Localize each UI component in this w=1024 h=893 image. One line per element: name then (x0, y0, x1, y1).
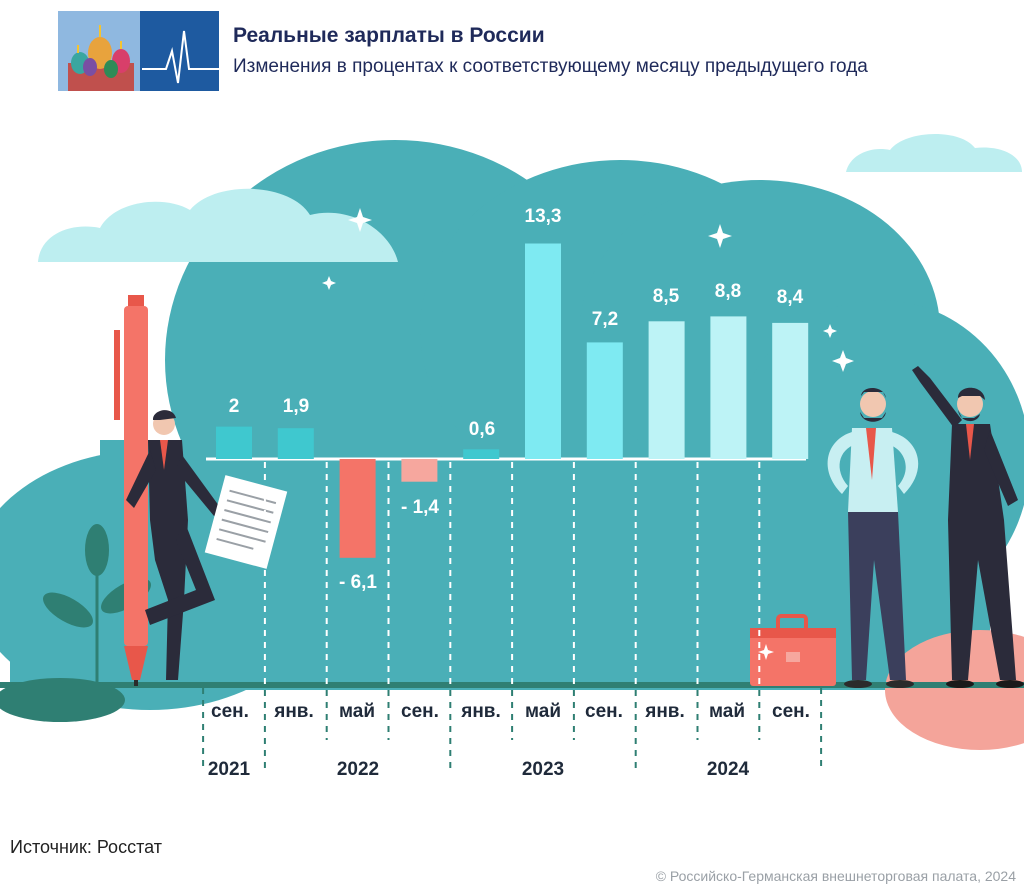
month-label: сен. (772, 701, 810, 722)
value-label: 2 (229, 396, 240, 417)
year-label: 2024 (707, 759, 750, 780)
person-left-illustration (126, 410, 288, 680)
month-label: янв. (644, 701, 685, 722)
year-label: 2023 (522, 759, 564, 780)
month-label: сен. (585, 701, 623, 722)
copyright-note: © Российско-Германская внешнеторговая па… (655, 868, 1016, 884)
category-separators (202, 462, 823, 772)
logo (58, 11, 219, 91)
source-note: Источник: Росстат (10, 837, 162, 857)
person-standing-illustration (827, 387, 919, 688)
person-pointing-illustration (912, 366, 1024, 688)
briefcase-icon (750, 614, 836, 686)
value-label: 8,5 (653, 286, 680, 307)
value-label: 13,3 (525, 206, 562, 227)
bar-9 (772, 322, 809, 459)
value-labels: 2 1,9 - 6,1 - 1,4 0,6 13,3 7,2 8,5 8,8 8… (229, 206, 804, 593)
bar-2 (339, 459, 376, 558)
year-label: 2021 (208, 759, 251, 780)
bar-8 (710, 316, 747, 459)
month-labels: сен. янв. май сен. янв. май сен. янв. ма… (211, 701, 810, 722)
month-label: май (339, 701, 375, 722)
year-labels: 2021 2022 2023 2024 (208, 759, 750, 780)
value-label: - 6,1 (339, 572, 377, 593)
value-label: 1,9 (283, 396, 309, 417)
hill (885, 630, 1024, 750)
value-label: 7,2 (592, 309, 618, 330)
bar-3 (401, 459, 438, 482)
ground (0, 682, 1024, 688)
month-label: янв. (460, 701, 501, 722)
bar-6 (586, 342, 623, 459)
month-label: май (709, 701, 745, 722)
bar-4 (463, 449, 500, 459)
sparkle-icons (322, 208, 854, 372)
page-subtitle: Изменения в процентах к соответствующему… (233, 56, 868, 77)
value-label: 0,6 (469, 419, 495, 440)
page-title: Реальные зарплаты в России (233, 24, 545, 47)
month-label: май (525, 701, 561, 722)
month-label: янв. (273, 701, 314, 722)
month-label: сен. (401, 701, 439, 722)
pen-icon (114, 295, 148, 686)
bar-0 (216, 426, 252, 459)
value-label: 8,8 (715, 281, 741, 302)
bush (0, 678, 125, 722)
bar-7 (648, 321, 685, 459)
month-label: сен. (211, 701, 249, 722)
value-label: 8,4 (777, 287, 804, 308)
clouds (38, 133, 1022, 262)
bar-5 (525, 243, 561, 459)
bars (216, 243, 809, 558)
bar-1 (277, 428, 314, 459)
value-label: - 1,4 (401, 497, 439, 518)
year-label: 2022 (337, 759, 379, 780)
